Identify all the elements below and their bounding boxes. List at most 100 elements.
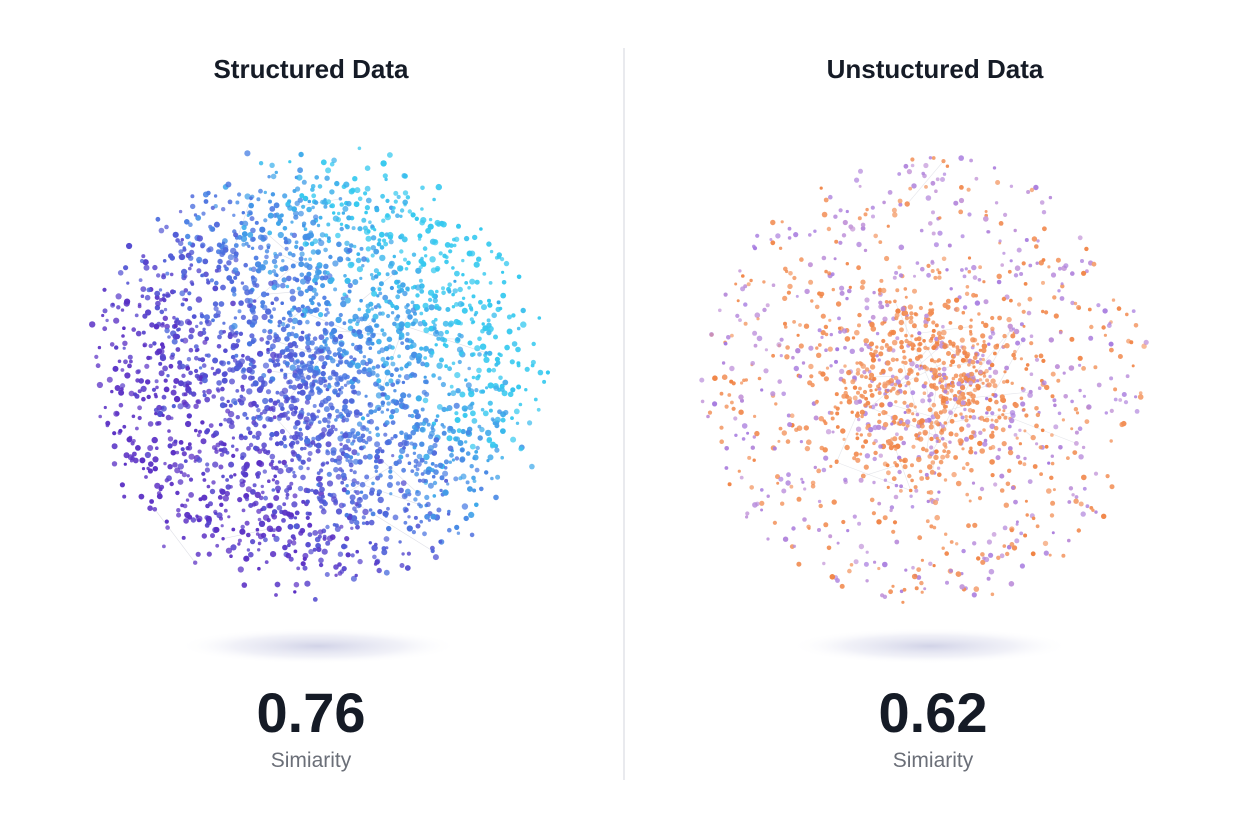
point (309, 360, 314, 365)
point (378, 305, 382, 309)
point (195, 399, 200, 404)
point (990, 444, 996, 450)
point (943, 421, 948, 425)
point (213, 313, 219, 319)
point (304, 399, 310, 405)
point (452, 237, 456, 242)
point (295, 440, 300, 445)
point (433, 323, 437, 328)
point (791, 355, 795, 360)
point (339, 202, 344, 207)
point (308, 308, 314, 314)
point (910, 478, 914, 483)
point (293, 590, 297, 594)
point (863, 439, 869, 444)
point (214, 511, 218, 516)
point (968, 324, 973, 329)
point (979, 415, 985, 421)
point (318, 334, 325, 341)
point (916, 347, 922, 353)
point (1013, 328, 1020, 335)
point (218, 464, 224, 470)
point (933, 359, 937, 364)
point (420, 185, 425, 191)
point (868, 405, 873, 409)
point (835, 301, 842, 307)
point (869, 497, 875, 503)
point (807, 262, 813, 268)
point (877, 419, 882, 424)
point (912, 417, 917, 423)
point (321, 364, 326, 370)
point (345, 484, 349, 488)
point (416, 428, 420, 432)
point (262, 469, 267, 474)
point (229, 554, 233, 558)
point (235, 415, 240, 420)
point (424, 362, 430, 368)
point (878, 291, 882, 296)
point (191, 314, 197, 319)
point (413, 464, 418, 469)
point (166, 374, 170, 378)
point (225, 478, 230, 482)
point (138, 493, 145, 500)
point (471, 418, 478, 424)
point (345, 224, 350, 230)
point (882, 381, 887, 386)
point (215, 543, 220, 548)
point (498, 375, 503, 381)
point (268, 280, 274, 286)
point (342, 503, 346, 507)
point (853, 451, 859, 457)
point (915, 437, 919, 441)
point (1062, 371, 1066, 375)
point (322, 534, 327, 539)
point (221, 241, 226, 245)
point (911, 444, 916, 449)
point (823, 376, 830, 382)
point (518, 446, 524, 452)
point (856, 241, 862, 248)
point (755, 233, 760, 238)
point (375, 432, 381, 438)
point (334, 180, 340, 187)
point (961, 310, 966, 315)
point (895, 390, 901, 396)
point (213, 526, 220, 533)
point (1005, 379, 1010, 384)
point (965, 285, 970, 289)
point (384, 514, 388, 518)
point (288, 512, 294, 518)
point (252, 434, 256, 439)
point (257, 234, 264, 240)
point (859, 393, 864, 398)
point (117, 359, 122, 364)
point (177, 403, 184, 410)
point (335, 508, 343, 515)
point (303, 262, 310, 268)
point (1094, 510, 1098, 514)
point (399, 398, 404, 403)
point (276, 353, 283, 359)
point (176, 508, 181, 513)
point (221, 474, 225, 479)
point (164, 224, 169, 230)
point (500, 417, 506, 423)
point (756, 317, 760, 321)
point (139, 457, 146, 464)
point (959, 412, 963, 416)
point (434, 303, 440, 309)
point (843, 345, 847, 350)
point (347, 325, 354, 332)
point (1041, 280, 1045, 285)
point (345, 458, 349, 462)
point (897, 172, 902, 176)
point (140, 286, 147, 292)
point (830, 272, 835, 277)
point (195, 551, 201, 557)
point (819, 186, 823, 190)
point (873, 349, 878, 355)
point (899, 589, 904, 594)
point (1020, 386, 1024, 390)
